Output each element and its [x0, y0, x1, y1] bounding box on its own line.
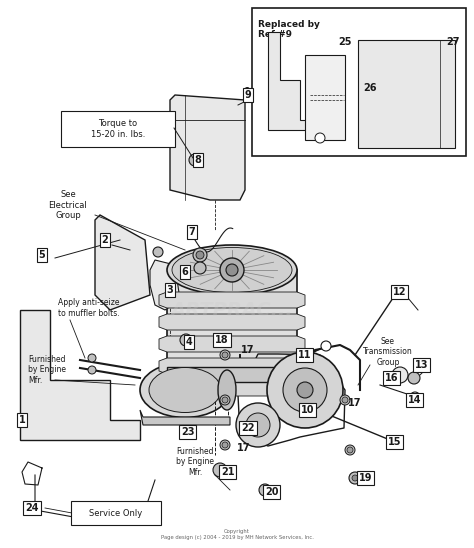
- Polygon shape: [305, 55, 345, 140]
- Circle shape: [180, 334, 192, 346]
- Circle shape: [226, 264, 238, 276]
- Text: 13: 13: [415, 360, 429, 370]
- Text: 25: 25: [338, 37, 352, 47]
- Text: 24: 24: [25, 503, 39, 513]
- Text: Replaced by
Ref #9: Replaced by Ref #9: [258, 20, 320, 39]
- Circle shape: [220, 395, 230, 405]
- Circle shape: [315, 133, 325, 143]
- Text: 17: 17: [348, 398, 362, 408]
- Circle shape: [220, 440, 230, 450]
- Polygon shape: [268, 32, 310, 130]
- Circle shape: [194, 262, 206, 274]
- Text: 9: 9: [245, 90, 251, 100]
- Circle shape: [410, 392, 420, 402]
- Circle shape: [259, 484, 271, 496]
- Text: 5: 5: [38, 250, 46, 260]
- Polygon shape: [159, 292, 305, 308]
- Circle shape: [222, 397, 228, 403]
- Bar: [252, 8, 466, 156]
- Text: 23: 23: [181, 427, 195, 437]
- Circle shape: [88, 366, 96, 374]
- Circle shape: [220, 258, 244, 282]
- Text: 11: 11: [298, 350, 312, 360]
- Ellipse shape: [149, 368, 221, 413]
- Circle shape: [222, 442, 228, 448]
- Text: 1: 1: [18, 415, 26, 425]
- Circle shape: [345, 445, 355, 455]
- Polygon shape: [159, 358, 305, 374]
- Circle shape: [88, 354, 96, 362]
- Text: 3: 3: [167, 285, 173, 295]
- Text: 21: 21: [221, 467, 235, 477]
- Circle shape: [193, 248, 207, 262]
- Polygon shape: [167, 270, 297, 367]
- Polygon shape: [150, 260, 180, 310]
- Circle shape: [189, 154, 201, 166]
- Circle shape: [283, 368, 327, 412]
- Text: 14: 14: [408, 395, 422, 405]
- Polygon shape: [95, 215, 150, 310]
- Polygon shape: [159, 314, 305, 330]
- Text: 2: 2: [101, 235, 109, 245]
- Text: Furnished
by Engine
Mfr.: Furnished by Engine Mfr.: [176, 447, 214, 477]
- Text: 18: 18: [215, 335, 229, 345]
- Text: 6: 6: [182, 267, 188, 277]
- Text: Copyright
Page design (c) 2004 - 2019 by MH Network Services, Inc.: Copyright Page design (c) 2004 - 2019 by…: [161, 529, 313, 540]
- Text: Apply anti-seize
to muffler bolts.: Apply anti-seize to muffler bolts.: [58, 298, 119, 318]
- Text: 4: 4: [186, 337, 192, 347]
- Ellipse shape: [218, 370, 236, 410]
- Text: 16: 16: [385, 373, 399, 383]
- Polygon shape: [140, 410, 230, 425]
- FancyBboxPatch shape: [61, 111, 175, 147]
- Circle shape: [349, 472, 361, 484]
- Text: ARTPRAC...: ARTPRAC...: [171, 300, 293, 319]
- Circle shape: [352, 475, 358, 481]
- Circle shape: [236, 403, 280, 447]
- Text: 15: 15: [388, 437, 402, 447]
- Circle shape: [220, 350, 230, 360]
- Polygon shape: [170, 95, 245, 200]
- Polygon shape: [159, 380, 305, 396]
- Polygon shape: [159, 336, 305, 352]
- Text: 17: 17: [237, 443, 251, 453]
- Ellipse shape: [140, 362, 230, 418]
- Circle shape: [408, 372, 420, 384]
- Text: 8: 8: [194, 155, 201, 165]
- Polygon shape: [358, 40, 455, 148]
- Circle shape: [213, 463, 227, 477]
- Text: 17: 17: [241, 345, 255, 355]
- Circle shape: [342, 397, 348, 403]
- Text: 12: 12: [393, 287, 407, 297]
- Circle shape: [246, 413, 270, 437]
- Circle shape: [153, 247, 163, 257]
- Circle shape: [222, 352, 228, 358]
- Ellipse shape: [172, 248, 292, 293]
- Polygon shape: [167, 367, 297, 382]
- Text: 9: 9: [244, 87, 250, 97]
- Circle shape: [347, 447, 353, 453]
- Text: Service Only: Service Only: [90, 509, 143, 517]
- Circle shape: [392, 367, 408, 383]
- Text: 27: 27: [446, 37, 460, 47]
- Circle shape: [321, 341, 331, 351]
- Text: 19: 19: [359, 473, 373, 483]
- Text: 22: 22: [241, 423, 255, 433]
- Text: 26: 26: [363, 83, 377, 93]
- Circle shape: [340, 395, 350, 405]
- Text: Torque to
15-20 in. lbs.: Torque to 15-20 in. lbs.: [91, 119, 145, 139]
- Text: See
Electrical
Group: See Electrical Group: [49, 190, 87, 220]
- Text: See
Transmission
Group: See Transmission Group: [363, 337, 413, 367]
- Circle shape: [267, 352, 343, 428]
- Circle shape: [196, 251, 204, 259]
- FancyBboxPatch shape: [71, 501, 161, 525]
- Text: Furnished
by Engine
Mfr.: Furnished by Engine Mfr.: [28, 355, 66, 385]
- Text: 20: 20: [265, 487, 279, 497]
- Circle shape: [297, 382, 313, 398]
- Ellipse shape: [167, 245, 297, 295]
- Text: 7: 7: [189, 227, 195, 237]
- Polygon shape: [20, 310, 140, 440]
- Text: 10: 10: [301, 405, 315, 415]
